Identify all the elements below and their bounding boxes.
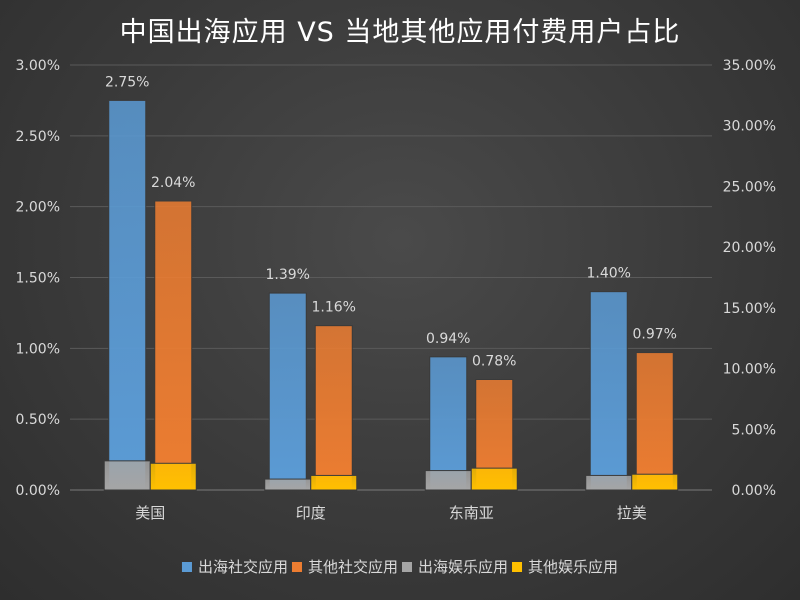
legend-item: 出海社交应用 [181,558,288,576]
data-label: 2.04% [151,175,195,191]
bar-overseas-social [108,99,147,491]
legend-item: 其他社交应用 [291,558,398,576]
left-axis-tick-label: 2.00% [16,200,60,216]
right-axis-tick-label: 30.00% [723,119,776,135]
bar-overseas-social [429,356,468,491]
right-axis-tick-label: 20.00% [723,240,776,256]
bar-other-social [314,325,353,491]
legend-swatch [291,562,302,572]
data-label: 0.78% [472,354,516,370]
right-axis-tick-label: 0.00% [732,483,776,499]
bar-other-social [154,200,193,491]
left-axis-tick-label: 0.50% [16,412,60,428]
bar-overseas-entertainment [585,474,633,491]
legend-item: 其他娱乐应用 [512,558,618,576]
category-label: 美国 [135,504,165,522]
bar-other-entertainment [470,467,518,491]
right-axis-tick-label: 10.00% [723,362,776,378]
bar-other-entertainment [149,462,197,491]
legend-swatch [402,562,412,572]
bar-overseas-social [589,291,628,491]
legend-item: 出海娱乐应用 [402,558,508,576]
right-axis-tick-label: 35.00% [723,58,776,74]
legend-label: 其他娱乐应用 [528,558,618,576]
bar-overseas-entertainment [264,478,312,491]
right-axis-tick-label: 15.00% [723,301,776,317]
legend-label: 出海娱乐应用 [418,558,508,576]
legend-swatch [512,562,523,572]
bar-other-entertainment [310,474,358,491]
legend-swatch [181,562,192,572]
data-label: 0.94% [426,331,470,347]
bar-overseas-entertainment [103,460,151,491]
left-axis-tick-label: 0.00% [16,483,60,499]
data-label: 2.75% [105,74,149,90]
right-axis-tick-label: 25.00% [723,179,776,195]
data-label: 1.40% [587,266,631,282]
left-axis-tick-label: 1.50% [16,271,60,287]
bar-overseas-entertainment [424,470,472,491]
legend-label: 其他社交应用 [308,558,398,576]
data-label: 1.39% [266,267,310,283]
category-label: 印度 [296,504,326,522]
category-label: 拉美 [617,504,647,522]
bar-other-entertainment [631,473,679,491]
right-axis-tick-label: 5.00% [732,422,776,438]
data-label: 1.16% [312,300,356,316]
bar-other-social [635,352,674,491]
chart-title: 中国出海应用 VS 当地其他应用付费用户占比 [120,17,681,48]
category-label: 东南亚 [449,504,494,522]
left-axis-tick-label: 1.00% [16,341,60,357]
left-axis-tick-label: 3.00% [16,58,60,74]
left-axis-tick-label: 2.50% [16,129,60,145]
data-label: 0.97% [633,327,677,343]
legend-label: 出海社交应用 [198,558,288,576]
bar-overseas-social [268,292,307,491]
